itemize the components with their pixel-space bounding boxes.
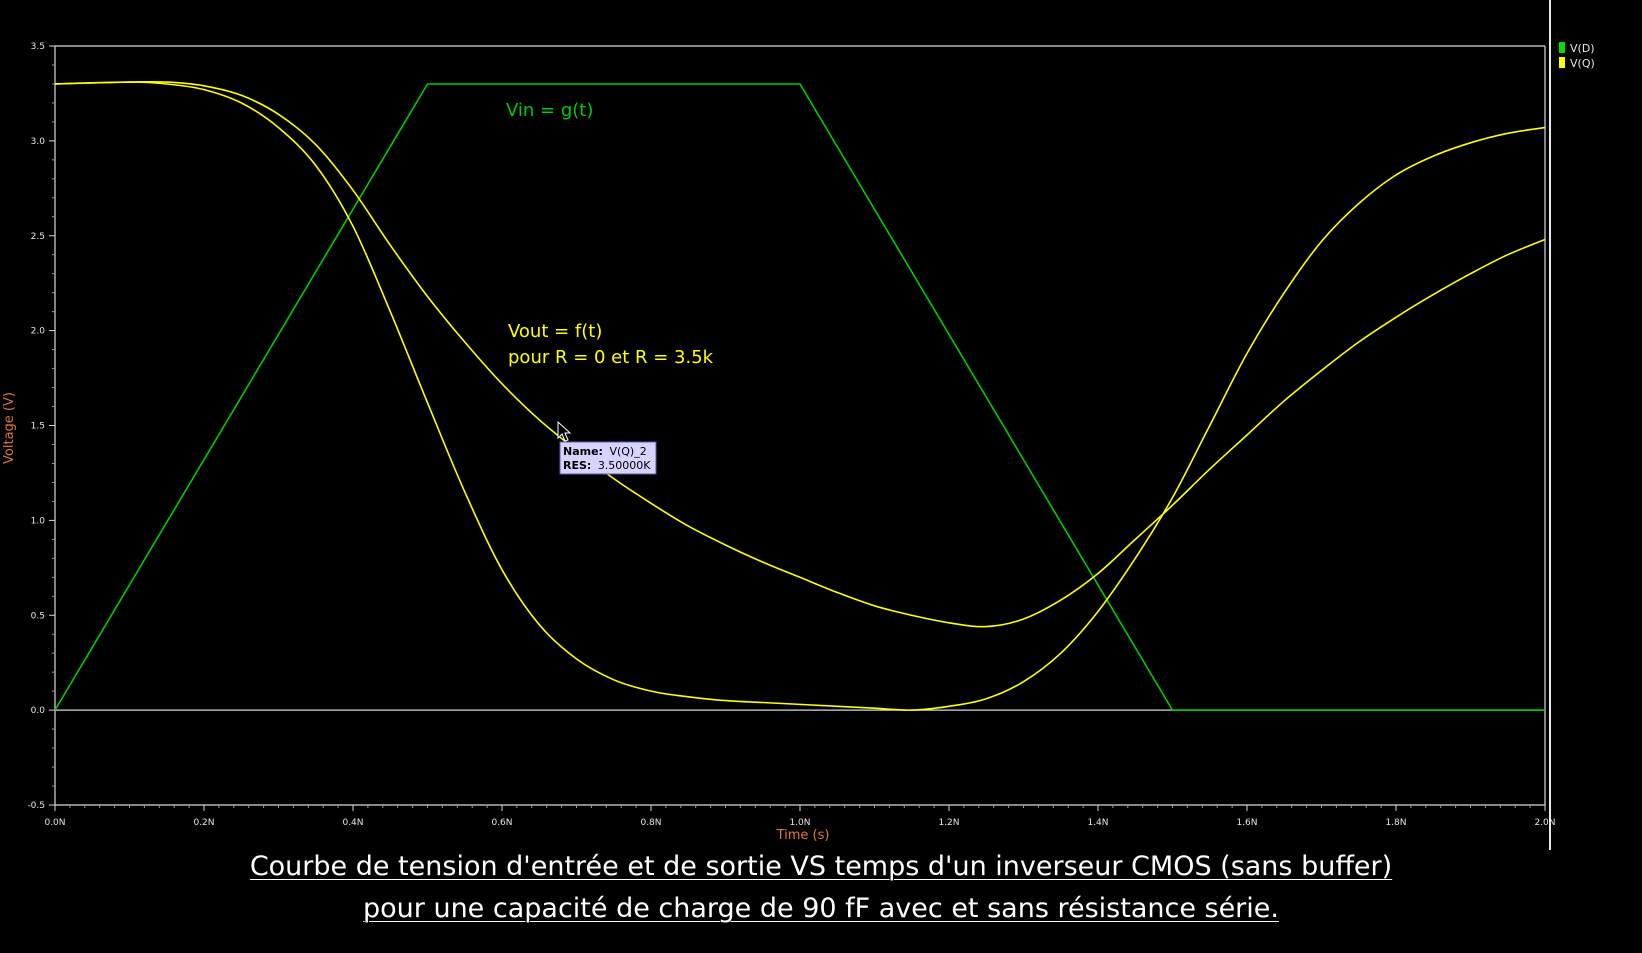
y-tick-label-3: 2.0 xyxy=(31,327,46,337)
legend-label-vd: V(D) xyxy=(1570,42,1595,55)
x-tick-label-3: 0.6N xyxy=(491,818,512,828)
x-tick-label-10: 2.0N xyxy=(1534,818,1555,828)
x-axis-title: Time (s) xyxy=(776,828,830,843)
svg-text:Name: V(Q)_2: Name: V(Q)_2 xyxy=(563,445,647,458)
legend: V(D) V(Q) xyxy=(1559,42,1595,70)
legend-swatch-vd xyxy=(1559,42,1565,53)
series-line-v-q-2 xyxy=(54,80,1546,628)
y-tick-label-0: 3.5 xyxy=(31,42,45,52)
y-tick-label-8: -0.5 xyxy=(27,801,45,811)
y-tick-label-5: 1.0 xyxy=(31,516,46,526)
y-tick-label-6: 0.5 xyxy=(31,611,45,621)
series-line-v-q- xyxy=(54,81,1546,711)
y-tick-label-2: 2.5 xyxy=(31,232,45,242)
x-tick-label-4: 0.8N xyxy=(640,818,661,828)
plot-series xyxy=(54,80,1546,711)
legend-swatch-vq xyxy=(1559,57,1565,68)
series-line-v-d- xyxy=(54,83,1545,711)
x-tick-label-0: 0.0N xyxy=(44,818,65,828)
caption-line-2: pour une capacité de charge de 90 fF ave… xyxy=(363,893,1279,924)
x-tick-label-7: 1.4N xyxy=(1087,818,1108,828)
vout-annotation-line-2: pour R = 0 et R = 3.5k xyxy=(508,347,714,368)
x-tick-label-6: 1.2N xyxy=(938,818,959,828)
tooltip-name-value: V(Q)_2 xyxy=(609,445,646,458)
axis-ticks: 0.0N 0.2N 0.4N 0.6N 0.8N 1.0N 1.2N 1.4N 1.6N 1.8N… xyxy=(27,42,1555,828)
x-tick-label-9: 1.8N xyxy=(1385,818,1406,828)
tooltip-res-value: 3.50000K xyxy=(598,459,651,472)
y-axis-title: Voltage (V) xyxy=(2,392,17,464)
legend-label-vq: V(Q) xyxy=(1570,57,1595,70)
y-tick-label-1: 3.0 xyxy=(31,137,46,147)
y-tick-label-4: 1.5 xyxy=(31,422,45,432)
tooltip-name-key: Name: xyxy=(563,445,603,458)
vout-annotation-line-1: Vout = f(t) xyxy=(508,321,602,342)
svg-text:RES: 3.50000K: RES: 3.50000K xyxy=(563,459,651,472)
y-tick-label-7: 0.0 xyxy=(31,706,46,716)
x-tick-label-8: 1.6N xyxy=(1236,818,1257,828)
mouse-pointer-icon xyxy=(557,420,572,442)
vin-annotation: Vin = g(t) xyxy=(506,100,593,121)
x-tick-label-2: 0.4N xyxy=(342,818,363,828)
tooltip-res-key: RES: xyxy=(563,459,591,472)
x-tick-label-5: 1.0N xyxy=(789,818,810,828)
x-tick-label-1: 0.2N xyxy=(193,818,214,828)
tooltip-box xyxy=(559,441,657,475)
series-tooltip: Name: V(Q)_2 RES: 3.50000K xyxy=(559,441,657,475)
caption-line-1: Courbe de tension d'entrée et de sortie … xyxy=(249,851,1393,882)
